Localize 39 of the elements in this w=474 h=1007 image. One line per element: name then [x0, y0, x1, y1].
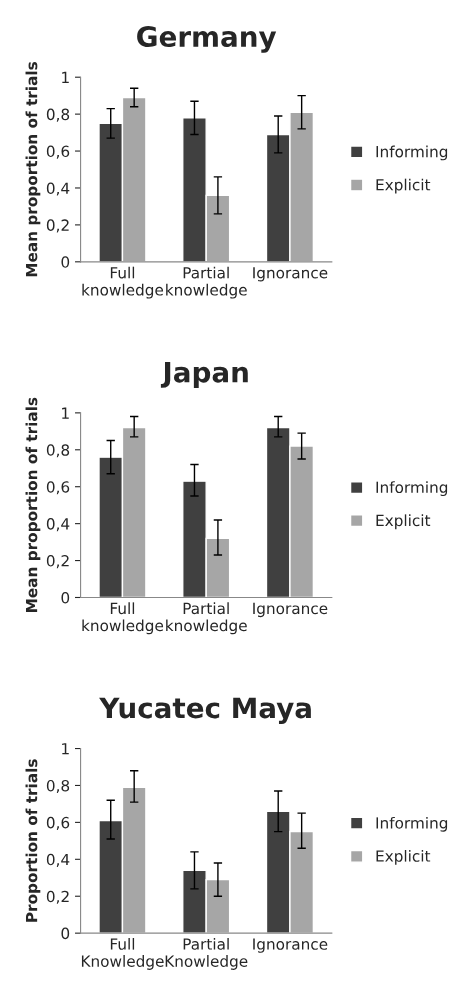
y-axis-title: Mean proportion of trials — [25, 62, 41, 277]
y-tick-label: 0,2 — [46, 555, 69, 569]
chart-title: Japan — [160, 362, 248, 389]
y-tick-label: 1 — [62, 71, 69, 84]
y-tick-label: 0,4 — [46, 518, 70, 532]
x-tick-label: Ignorance — [253, 267, 328, 282]
x-tick-label: Full knowledge — [82, 266, 164, 299]
legend-label: Informing — [376, 816, 448, 832]
y-tick-label: 1 — [62, 743, 69, 755]
legend-label: Explicit — [376, 514, 431, 530]
y-tick-label: 0,4 — [46, 853, 70, 867]
legend-label: Informing — [376, 481, 448, 497]
y-tick-label: 0 — [61, 927, 70, 940]
chart-title: Yucatec Maya — [99, 697, 311, 724]
x-tick-label: Partial knowledge — [166, 602, 247, 635]
legend-label: Explicit — [376, 850, 431, 865]
x-tick-label: Partial knowledge — [166, 266, 247, 299]
y-tick-label: 0,6 — [46, 145, 70, 159]
y-tick-label: 0,2 — [46, 219, 69, 233]
y-tick-label: 0,8 — [46, 444, 70, 458]
y-axis-title: Mean proportion of trials — [25, 397, 41, 612]
y-axis-title: Proportion of trials — [25, 759, 41, 922]
chart-title: Germany — [137, 26, 277, 53]
y-tick-label: 0,6 — [46, 816, 70, 830]
y-tick-label: 1 — [62, 407, 69, 419]
y-tick-label: 0 — [61, 256, 70, 268]
x-tick-label: Full knowledge — [82, 602, 164, 635]
y-tick-label: 0,2 — [46, 890, 69, 904]
y-tick-label: 0,8 — [46, 108, 70, 122]
legend-label: Informing — [376, 145, 448, 161]
x-tick-label: Ignorance — [253, 938, 328, 953]
x-tick-label: Partial Knowledge — [165, 938, 248, 970]
y-tick-label: 0,6 — [46, 481, 70, 495]
x-tick-label: Ignorance — [253, 602, 328, 618]
y-tick-label: 0,4 — [46, 182, 70, 196]
y-tick-label: 0,8 — [46, 779, 70, 794]
y-tick-label: 0 — [61, 591, 70, 604]
legend-label: Explicit — [376, 178, 431, 194]
x-tick-label: Full Knowledge — [81, 938, 164, 970]
